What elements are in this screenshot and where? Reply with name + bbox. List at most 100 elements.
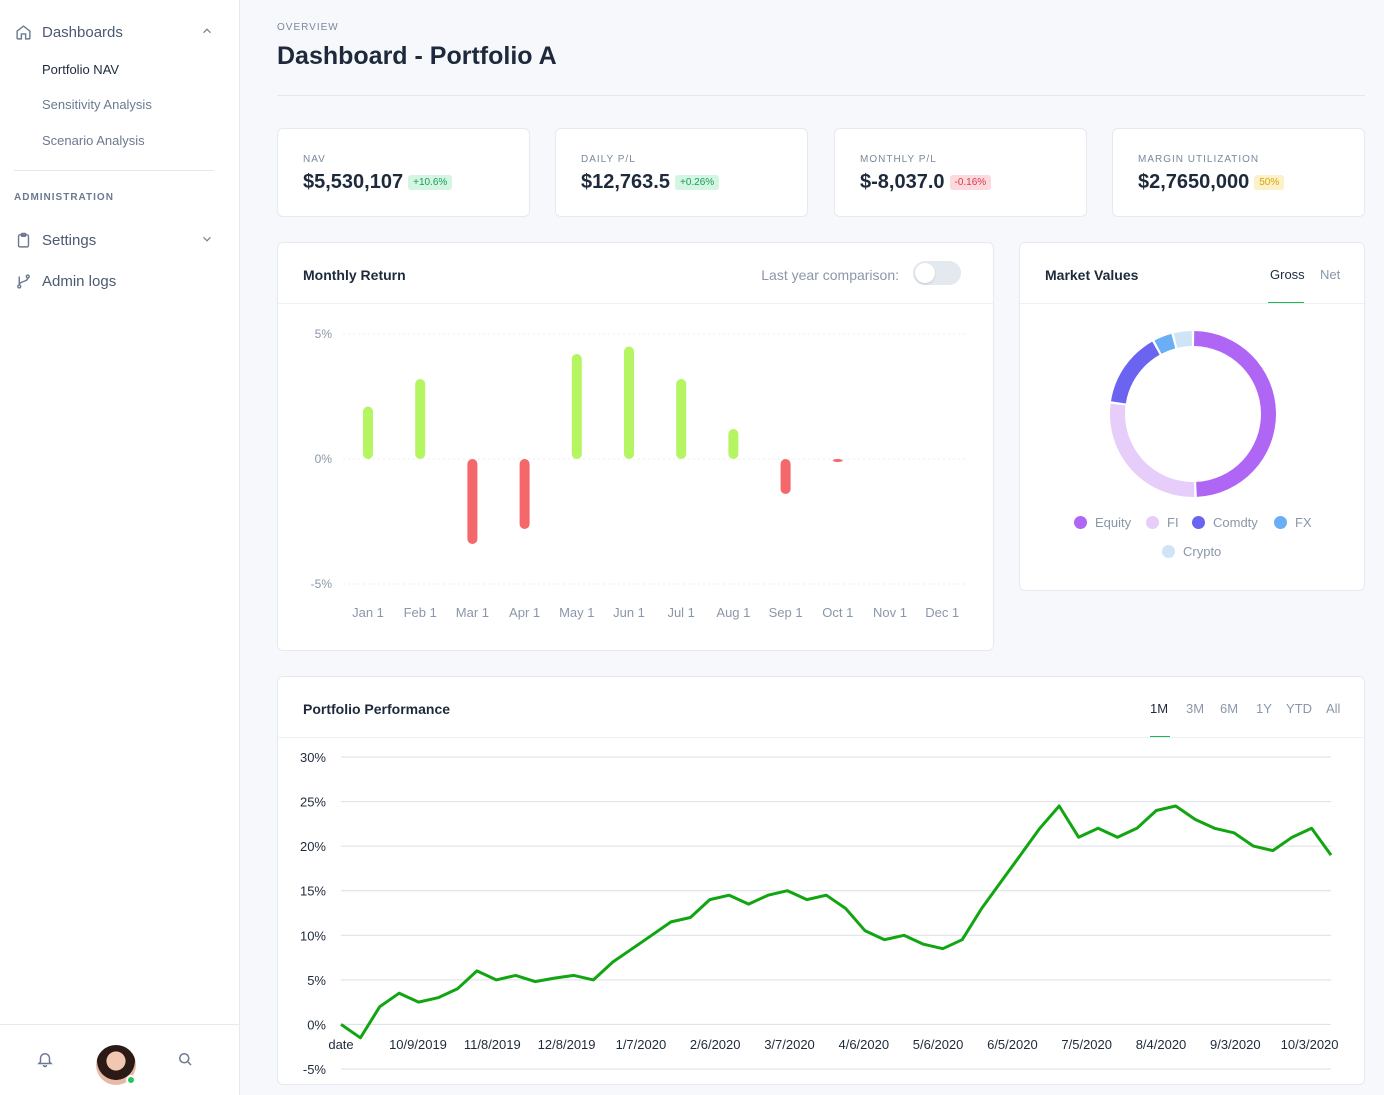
x-tick-label: 5/6/2020 [913,1037,964,1052]
x-tick-label: Mar 1 [456,605,489,620]
sidebar-group-settings[interactable]: Settings [14,228,220,252]
legend-label: Crypto [1183,544,1222,559]
bar[interactable] [728,429,739,459]
sidebar-divider [14,170,214,171]
x-tick-label: 2/6/2020 [690,1037,741,1052]
search-icon[interactable] [176,1050,196,1070]
legend-swatch [1074,516,1087,529]
legend-label: FX [1295,515,1312,530]
header-divider [277,95,1365,96]
clipboard-icon [14,231,32,249]
sidebar-item-portfolio-nav[interactable]: Portfolio NAV [42,62,120,77]
y-tick-label: 0% [315,452,333,466]
tab-net[interactable]: Net [1320,267,1341,282]
x-tick-label: 3/7/2020 [764,1037,815,1052]
x-tick-label: Dec 1 [925,605,959,620]
x-tick-label: Nov 1 [873,605,907,620]
y-tick-label: 10% [300,928,326,943]
range-ytd[interactable]: YTD [1286,701,1312,716]
bar[interactable] [467,459,478,544]
donut-slice[interactable] [1154,333,1176,354]
legend-item-fi[interactable]: FI [1146,515,1179,530]
donut-slice[interactable] [1173,331,1192,348]
x-tick-label: Apr 1 [509,605,540,620]
avatar[interactable] [96,1045,136,1085]
bar[interactable] [624,346,634,460]
x-tick-label: Feb 1 [404,605,437,620]
online-status-dot [126,1075,136,1085]
x-tick-label: May 1 [559,605,594,620]
portfolio-performance-chart: 30% 25% 20% 15% 10% 5% 0% -5%date 10/9/2019 11/8/… [300,750,1339,1077]
y-tick-label: 0% [307,1017,326,1032]
sidebar-group-label: Settings [42,231,97,249]
x-tick-label: date [328,1037,353,1052]
legend-swatch [1146,516,1159,529]
sidebar-item-sensitivity-analysis[interactable]: Sensitivity Analysis [42,97,152,112]
legend-swatch [1192,516,1205,529]
bar[interactable] [363,406,373,460]
stat-value-row: $5,530,107 +10.6% [303,171,453,194]
card-title: Monthly Return [303,267,406,283]
bar[interactable] [832,459,843,462]
chevron-down-icon [200,232,214,246]
legend-label: Comdty [1213,515,1258,530]
stat-value-row: $2,7650,000 50% [1138,171,1285,194]
donut-slice[interactable] [1110,403,1195,497]
chevron-up-icon [200,24,214,38]
stat-label: NAV [303,154,326,165]
y-tick-label: 5% [315,327,333,341]
bell-icon[interactable] [36,1050,56,1070]
stat-label: DAILY P/L [581,154,636,165]
y-tick-label: -5% [303,1062,327,1077]
sidebar-item-scenario-analysis[interactable]: Scenario Analysis [42,133,145,148]
x-tick-label: 7/5/2020 [1061,1037,1112,1052]
legend-item-comdty[interactable]: Comdty [1192,515,1258,530]
donut-slice[interactable] [1110,341,1160,404]
comparison-toggle[interactable] [913,261,961,285]
donut-slice[interactable] [1194,331,1276,497]
card-header-divider [1020,303,1364,304]
legend-item-fx[interactable]: FX [1274,515,1312,530]
performance-line[interactable] [340,804,1333,1040]
stat-value: $5,530,107 [303,171,404,193]
stat-label: MARGIN UTILIZATION [1138,154,1260,165]
range-1m[interactable]: 1M [1150,701,1169,716]
bar[interactable] [519,459,530,529]
stat-value: $2,7650,000 [1138,171,1250,193]
x-tick-label: 11/8/2019 [464,1037,521,1052]
y-tick-label: 5% [307,973,326,988]
sidebar-section-label: ADMINISTRATION [14,192,114,203]
tab-gross[interactable]: Gross [1270,267,1305,282]
bar[interactable] [676,379,687,459]
bar[interactable] [415,379,426,459]
comparison-toggle-label: Last year comparison: [761,267,899,283]
bar[interactable] [571,354,582,459]
stat-label: MONTHLY P/L [860,154,937,165]
market-values-donut [1110,331,1276,497]
legend-item-crypto[interactable]: Crypto [1162,544,1221,559]
card-title: Portfolio Performance [303,701,451,717]
range-3m[interactable]: 3M [1186,701,1205,716]
x-tick-label: 4/6/2020 [838,1037,889,1052]
range-6m[interactable]: 6M [1220,701,1239,716]
x-tick-label: 6/5/2020 [987,1037,1038,1052]
sidebar-group-dashboards[interactable]: Dashboards [14,20,220,44]
legend-item-equity[interactable]: Equity [1074,515,1131,530]
x-tick-label: Aug 1 [716,605,750,620]
legend-label: Equity [1095,515,1132,530]
sidebar-item-admin-logs[interactable]: Admin logs [14,269,220,293]
page-title: Dashboard - Portfolio A [277,42,557,70]
y-tick-label: 25% [300,795,326,810]
range-all[interactable]: All [1326,701,1341,716]
stat-value: $12,763.5 [581,171,670,193]
x-tick-label: 12/8/2019 [538,1037,596,1052]
x-tick-label: 1/7/2020 [616,1037,667,1052]
range-1y[interactable]: 1Y [1256,701,1272,716]
x-tick-label: 8/4/2020 [1136,1037,1187,1052]
legend-swatch [1162,545,1175,558]
sidebar-item-label: Admin logs [42,272,117,290]
git-branch-icon [14,272,32,290]
bar[interactable] [780,459,791,494]
sidebar-group-label: Dashboards [42,23,123,41]
card-title: Market Values [1045,267,1139,283]
